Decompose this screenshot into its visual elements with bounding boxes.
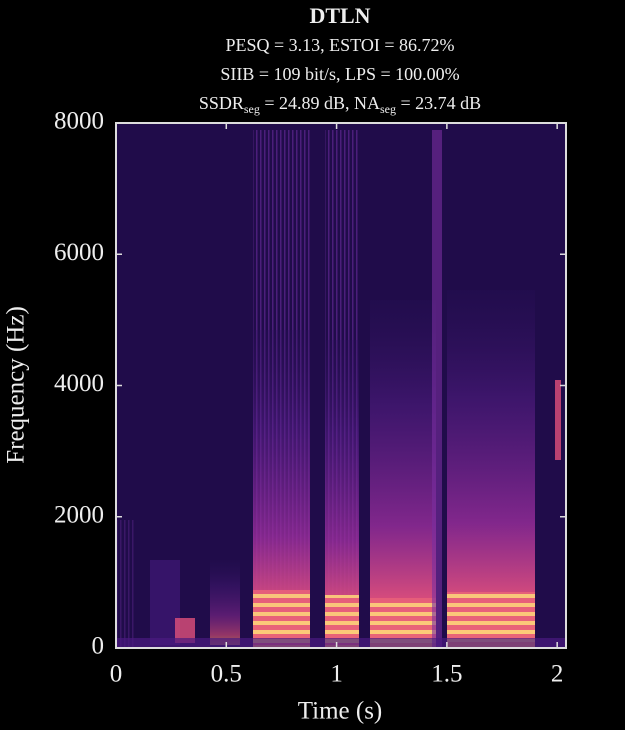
x-axis-label: Time (s) bbox=[298, 698, 383, 725]
subscript: seg bbox=[380, 102, 396, 116]
subtitle-text: = 23.74 dB bbox=[396, 93, 481, 113]
y-axis-label: Frequency (Hz) bbox=[3, 306, 30, 464]
x-tick-label: 2 bbox=[551, 661, 564, 688]
y-tick-label: 6000 bbox=[54, 239, 104, 266]
spectrogram-texture bbox=[116, 130, 566, 648]
subscript: seg bbox=[244, 102, 260, 116]
x-tick-label: 1 bbox=[330, 661, 343, 688]
subtitle-line: SIIB = 109 bit/s, LPS = 100.00% bbox=[220, 64, 459, 84]
subtitle-line: SSDRseg = 24.89 dB, NAseg = 23.74 dB bbox=[199, 93, 481, 116]
subtitle: PESQ = 3.13, ESTOI = 86.72% SIIB = 109 bi… bbox=[199, 35, 481, 116]
chart-title: DTLN bbox=[309, 3, 370, 28]
subtitle-text: SIIB = 109 bit/s, LPS = 100.00% bbox=[220, 64, 459, 84]
subtitle-text: SSDR bbox=[199, 93, 244, 113]
subtitle-text: PESQ = 3.13, ESTOI = 86.72% bbox=[226, 35, 455, 55]
x-tick-label: 1.5 bbox=[431, 661, 462, 688]
y-tick-label: 0 bbox=[92, 633, 105, 660]
y-tick-label: 4000 bbox=[54, 370, 104, 397]
subtitle-line: PESQ = 3.13, ESTOI = 86.72% bbox=[226, 35, 455, 55]
y-tick-label: 8000 bbox=[54, 108, 104, 135]
y-tick-label: 2000 bbox=[54, 501, 104, 528]
subtitle-text: = 24.89 dB, NA bbox=[260, 93, 380, 113]
x-tick-label: 0 bbox=[110, 661, 123, 688]
x-tick-label: 0.5 bbox=[211, 661, 242, 688]
